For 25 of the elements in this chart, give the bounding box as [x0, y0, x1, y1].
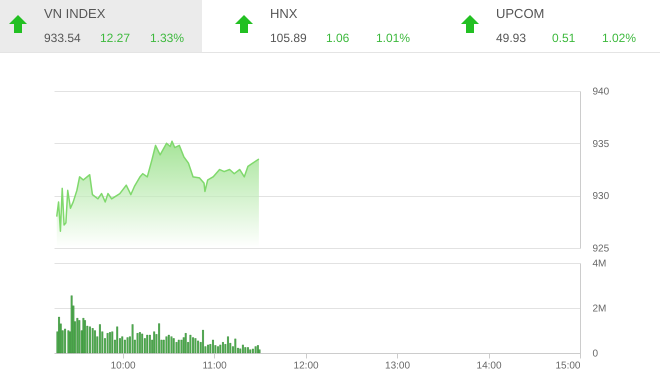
- category-label: VN INDEX: [44, 6, 106, 21]
- y-tick-label: 4M: [592, 258, 606, 270]
- y-tick-label: 935: [592, 138, 610, 150]
- data-label: 49.93: [496, 31, 526, 45]
- x-tick-label: 14:00: [476, 360, 502, 372]
- data-label: 0.51: [552, 31, 576, 45]
- y-tick-label: 2M: [592, 304, 606, 314]
- data-label: 1.01%: [376, 31, 410, 45]
- x-tick-label: 15:00: [555, 360, 581, 372]
- x-tick-label: 12:00: [294, 360, 320, 372]
- x-tick-label: 10:00: [110, 360, 136, 372]
- data-label: 1.06: [326, 31, 350, 45]
- category-label: UPCOM: [496, 6, 544, 21]
- y-tick-label: 940: [592, 86, 610, 98]
- data-label: 1.33%: [150, 31, 184, 45]
- data-label: 1.02%: [602, 31, 636, 45]
- y-tick-label: 930: [592, 191, 610, 202]
- y-tick-label: 925: [592, 244, 610, 254]
- data-label: 933.54: [44, 31, 82, 45]
- x-tick-label: 13:00: [385, 360, 410, 372]
- category-label: HNX: [270, 6, 298, 21]
- data-label: 105.89: [270, 31, 308, 45]
- y-tick-label: 0: [592, 348, 598, 360]
- x-tick-label: 11:00: [202, 360, 228, 372]
- data-label: 12.27: [100, 31, 130, 45]
